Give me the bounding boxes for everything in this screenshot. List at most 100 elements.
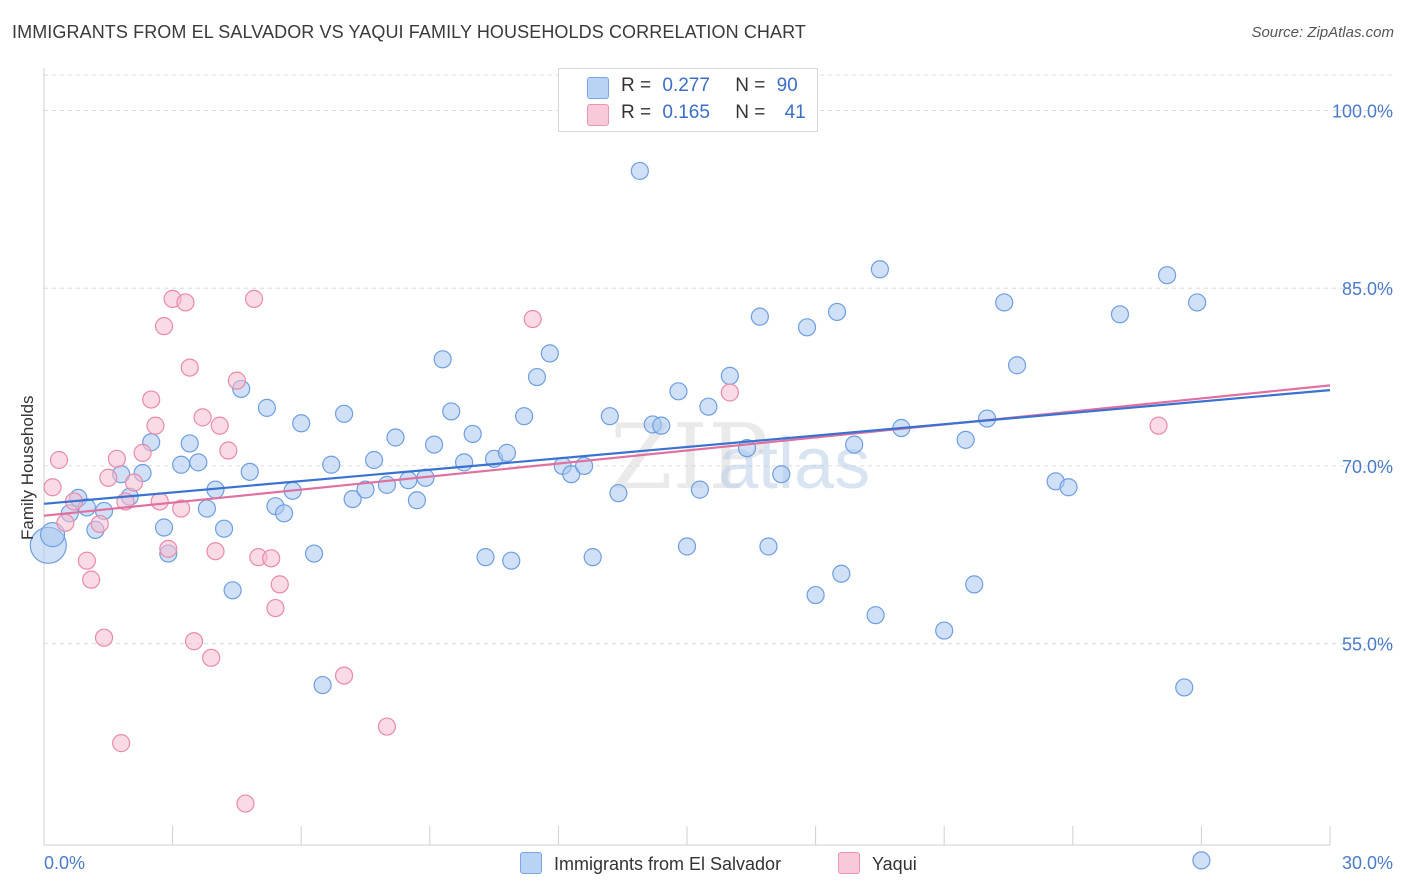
data-point-el-salvador bbox=[669, 382, 688, 401]
data-point-yaqui bbox=[266, 598, 285, 618]
data-point-yaqui bbox=[90, 514, 109, 534]
data-point-yaqui bbox=[49, 450, 69, 470]
data-point-el-salvador bbox=[292, 414, 311, 433]
data-point-el-salvador bbox=[1007, 356, 1027, 375]
data-point-el-salvador bbox=[562, 465, 581, 484]
data-point-yaqui bbox=[94, 628, 114, 647]
y-tick-label: 70.0% bbox=[1342, 457, 1393, 477]
grid-lines bbox=[44, 74, 1395, 645]
data-point-yaqui bbox=[262, 549, 281, 568]
data-point-el-salvador bbox=[257, 398, 277, 417]
data-point-el-salvador bbox=[956, 430, 975, 449]
zipatlas-watermark: ZIP atlas bbox=[610, 405, 870, 510]
bottom-legend-label-blue: Immigrants from El Salvador bbox=[554, 854, 782, 874]
watermark-zip: ZIP bbox=[610, 405, 769, 510]
y-axis-label: Family Households bbox=[18, 395, 37, 540]
legend-swatch-pink bbox=[587, 104, 609, 126]
data-point-yaqui bbox=[180, 358, 199, 377]
data-point-yaqui bbox=[154, 317, 174, 336]
data-point-el-salvador bbox=[759, 537, 778, 556]
chart-title: IMMIGRANTS FROM EL SALVADOR VS YAQUI FAM… bbox=[12, 22, 807, 42]
data-point-el-salvador bbox=[463, 424, 482, 444]
data-point-yaqui bbox=[159, 539, 178, 558]
data-point-yaqui bbox=[43, 478, 62, 497]
series-yaqui-points bbox=[43, 289, 1168, 813]
legend-swatch-blue bbox=[587, 77, 609, 99]
data-point-el-salvador bbox=[172, 455, 191, 474]
data-point-el-salvador bbox=[827, 302, 847, 322]
data-point-el-salvador bbox=[322, 455, 341, 474]
data-point-el-salvador bbox=[442, 402, 461, 421]
trend-lines bbox=[43, 384, 1331, 517]
data-point-yaqui bbox=[133, 443, 152, 462]
data-point-el-salvador bbox=[965, 575, 984, 594]
data-point-el-salvador bbox=[407, 491, 427, 510]
data-point-yaqui bbox=[206, 542, 225, 561]
data-point-yaqui bbox=[227, 371, 246, 390]
data-point-el-salvador bbox=[699, 397, 718, 416]
source-label: Source: ZipAtlas.com bbox=[1251, 24, 1394, 41]
series-el-salvador-points bbox=[29, 161, 1211, 870]
legend-n-label: N = bbox=[735, 102, 766, 123]
data-point-el-salvador bbox=[690, 480, 709, 499]
data-point-el-salvador bbox=[497, 443, 517, 462]
data-point-el-salvador bbox=[1188, 293, 1207, 312]
data-point-yaqui bbox=[146, 416, 165, 435]
data-point-yaqui bbox=[172, 499, 191, 518]
bottom-legend-pink: Yaqui bbox=[838, 852, 917, 875]
data-point-el-salvador bbox=[995, 293, 1014, 312]
data-point-yaqui bbox=[107, 449, 126, 468]
data-point-yaqui bbox=[377, 717, 397, 736]
data-point-yaqui bbox=[82, 570, 101, 589]
data-point-el-salvador bbox=[527, 367, 547, 387]
data-point-yaqui bbox=[236, 794, 255, 813]
data-point-yaqui bbox=[124, 473, 144, 492]
data-point-el-salvador bbox=[870, 260, 890, 279]
data-point-el-salvador bbox=[609, 484, 628, 503]
data-point-yaqui bbox=[184, 632, 204, 651]
data-point-el-salvador bbox=[240, 462, 259, 481]
data-point-yaqui bbox=[150, 492, 169, 511]
data-point-el-salvador bbox=[1175, 678, 1194, 697]
legend-r-value-blue: 0.277 bbox=[662, 75, 710, 96]
x-tick-label: 30.0% bbox=[1342, 853, 1393, 873]
data-point-el-salvador bbox=[600, 407, 619, 426]
legend-r-label: R = bbox=[621, 75, 652, 96]
legend-r-label: R = bbox=[621, 102, 652, 123]
bottom-legend-label-pink: Yaqui bbox=[872, 854, 917, 874]
data-point-yaqui bbox=[202, 648, 221, 667]
data-point-yaqui bbox=[142, 390, 161, 409]
data-point-el-salvador bbox=[197, 499, 216, 518]
data-point-el-salvador bbox=[304, 544, 324, 563]
axes bbox=[43, 68, 1331, 846]
bottom-legend-swatch-pink bbox=[838, 852, 860, 874]
data-point-yaqui bbox=[1149, 416, 1168, 435]
data-point-yaqui bbox=[176, 293, 195, 312]
data-point-yaqui bbox=[219, 441, 238, 460]
data-point-el-salvador bbox=[677, 537, 697, 556]
data-point-el-salvador bbox=[1059, 478, 1078, 497]
tick-labels: 55.0% 70.0% 85.0% 100.0% 0.0% 30.0% bbox=[44, 102, 1393, 873]
trend-line-el-salvador bbox=[43, 389, 1331, 505]
data-point-el-salvador bbox=[334, 404, 354, 423]
data-point-el-salvador bbox=[832, 564, 851, 583]
legend-n-label: N = bbox=[735, 75, 766, 96]
data-point-yaqui bbox=[112, 734, 131, 753]
y-tick-label: 55.0% bbox=[1342, 635, 1393, 655]
data-point-el-salvador bbox=[274, 504, 294, 523]
data-point-el-salvador bbox=[502, 551, 521, 570]
data-point-yaqui bbox=[193, 408, 212, 427]
data-point-el-salvador bbox=[652, 416, 671, 435]
data-point-el-salvador bbox=[386, 428, 405, 447]
data-point-yaqui bbox=[210, 416, 229, 435]
data-point-yaqui bbox=[523, 309, 542, 329]
y-tick-label: 85.0% bbox=[1342, 279, 1393, 299]
bottom-legend-swatch-blue bbox=[520, 852, 542, 874]
data-point-yaqui bbox=[270, 575, 289, 594]
data-point-el-salvador bbox=[1110, 305, 1130, 324]
data-point-el-salvador bbox=[356, 480, 375, 499]
trend-line-yaqui bbox=[43, 384, 1331, 517]
data-point-el-salvador bbox=[433, 350, 452, 369]
data-point-el-salvador bbox=[1158, 266, 1177, 285]
data-point-el-salvador bbox=[377, 475, 397, 494]
